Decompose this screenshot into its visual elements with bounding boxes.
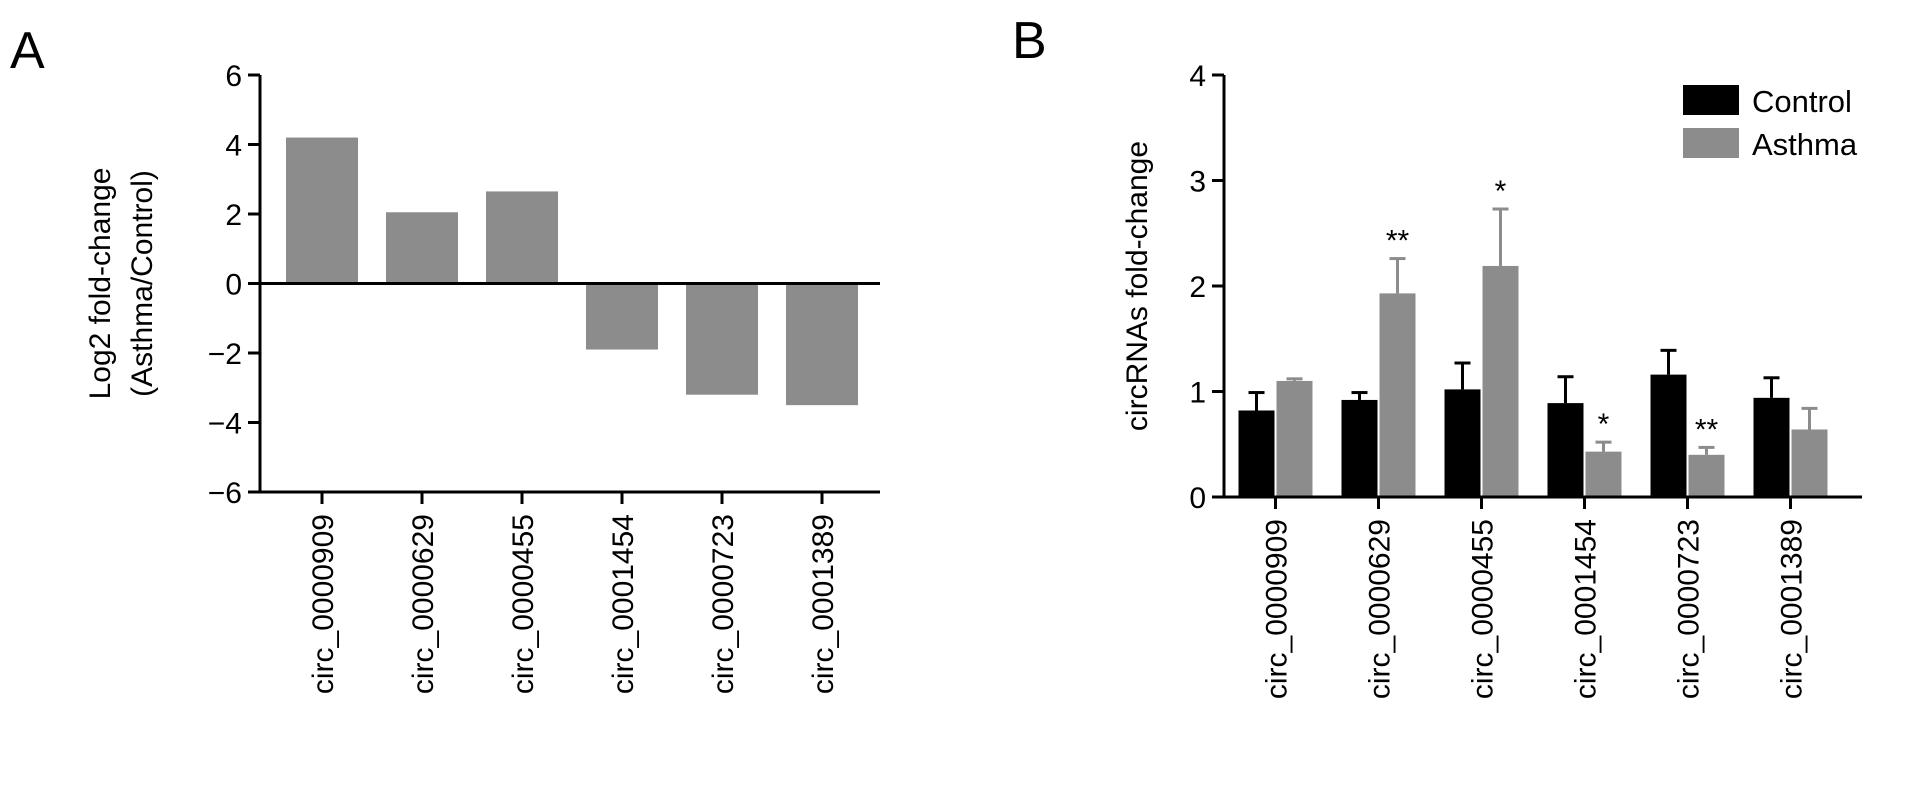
x-tick-label: circ_0000723 [1673, 519, 1706, 699]
panel-a-chart: −6 −4 −2 0 2 4 6 circ_0000909 circ_0000629 circ_0… [84, 60, 880, 694]
y-tick-label: 6 [225, 60, 242, 93]
y-tick-label: −4 [208, 408, 242, 441]
bar [486, 191, 558, 284]
y-axis-title: (Asthma/Control) [126, 170, 159, 397]
asthma-bar [1379, 293, 1416, 497]
asthma-bar [1276, 380, 1313, 497]
legend: Control Asthma [1683, 84, 1858, 162]
control-bar [1341, 399, 1378, 497]
significance-marker: ** [1695, 413, 1719, 446]
x-tick-label: circ_0001389 [807, 514, 840, 694]
asthma-bar [1688, 454, 1725, 497]
x-tick-label: circ_0000723 [707, 514, 740, 694]
y-axis-title: Log2 fold-change [84, 168, 117, 400]
bar [786, 283, 858, 406]
x-tick-label: circ_0000455 [507, 514, 540, 694]
asthma-bar [1791, 429, 1828, 497]
y-axis-title: circRNAs fold-change [1121, 141, 1154, 431]
x-tick-label: circ_0000909 [1261, 519, 1294, 699]
legend-label-control: Control [1752, 84, 1852, 119]
y-tick-label: −6 [208, 477, 242, 510]
control-bar [1753, 397, 1790, 497]
legend-label-asthma: Asthma [1752, 127, 1858, 162]
panel-b-label: B [1012, 12, 1047, 70]
asthma-bar [1585, 451, 1622, 497]
control-bar [1238, 410, 1275, 497]
y-tick-label: −2 [208, 338, 242, 371]
x-tick-label: circ_0001454 [1570, 519, 1603, 699]
control-bar [1444, 389, 1481, 497]
bar [586, 283, 658, 350]
y-tick-label: 0 [1189, 482, 1206, 515]
bar [286, 137, 358, 284]
x-tick-label: circ_0001454 [607, 514, 640, 694]
x-tick-label: circ_0000455 [1467, 519, 1500, 699]
y-tick-label: 3 [1189, 166, 1206, 199]
significance-marker: * [1495, 175, 1507, 208]
y-tick-label: 4 [225, 130, 242, 163]
significance-marker: * [1598, 408, 1610, 441]
x-tick-label: circ_0000629 [407, 514, 440, 694]
x-tick-label: circ_0000909 [307, 514, 340, 694]
panel-b-chart: 0 1 2 3 4 circ_0000909 ** circ_0000629 * circ_000… [1121, 60, 1862, 699]
control-bar [1547, 403, 1584, 497]
bar [686, 283, 758, 395]
y-tick-label: 1 [1189, 377, 1206, 410]
control-bar [1650, 374, 1687, 497]
legend-swatch-control [1683, 85, 1739, 115]
y-tick-label: 4 [1189, 60, 1206, 93]
legend-swatch-asthma [1683, 128, 1739, 158]
bar [386, 212, 458, 284]
x-tick-label: circ_0001389 [1776, 519, 1809, 699]
y-tick-label: 0 [225, 269, 242, 302]
asthma-bar [1482, 265, 1519, 497]
significance-marker: ** [1386, 225, 1410, 258]
y-tick-label: 2 [1189, 271, 1206, 304]
x-tick-label: circ_0000629 [1364, 519, 1397, 699]
panel-a-label: A [10, 22, 45, 80]
y-tick-label: 2 [225, 199, 242, 232]
